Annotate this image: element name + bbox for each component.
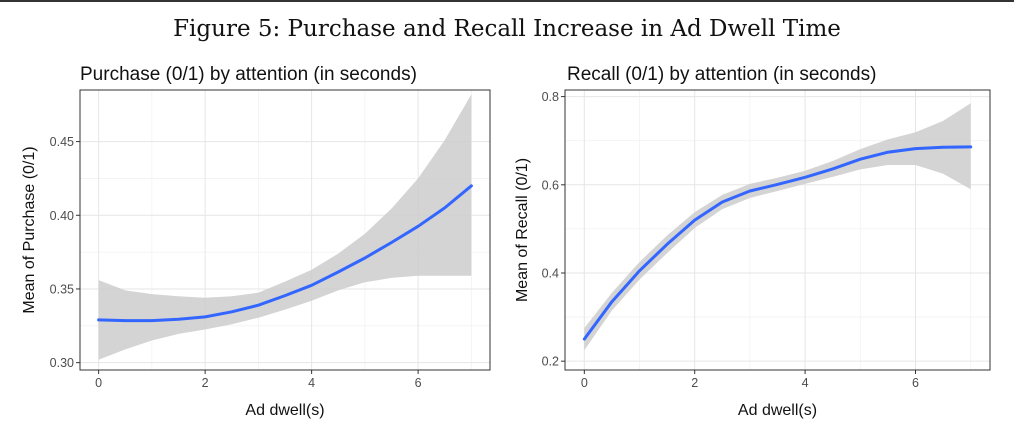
purchase-panel: 0 2 4 6 0.30 0.35 0.40 0.45 Purchase (0/1) by at…: [21, 64, 491, 419]
figure-title: Figure 5: Purchase and Recall Increase i…: [173, 16, 841, 42]
purchase-x-tick-label: 4: [308, 376, 315, 390]
recall-x-tick-label: 6: [912, 376, 919, 390]
purchase-panel-border: [79, 89, 491, 371]
recall-x-tick-label: 4: [802, 376, 809, 390]
purchase-y-axis-label: Mean of Purchase (0/1): [21, 146, 38, 313]
recall-y-tick-label: 0.4: [542, 266, 559, 280]
purchase-y-tick-label: 0.30: [50, 356, 74, 370]
purchase-x-axis-label: Ad dwell(s): [245, 402, 324, 419]
recall-smooth-line: [582, 145, 973, 341]
top-rule: [0, 0, 1014, 2]
purchase-panel-title: Purchase (0/1) by attention (in seconds): [80, 64, 417, 85]
purchase-y-tick-label: 0.35: [50, 282, 74, 296]
recall-x-axis-label: Ad dwell(s): [738, 402, 817, 419]
recall-panel-title: Recall (0/1) by attention (in seconds): [567, 64, 876, 85]
purchase-x-tick-label: 2: [202, 376, 209, 390]
recall-y-tick-label: 0.2: [542, 355, 559, 369]
recall-panel-border: [564, 89, 991, 371]
purchase-x-tick-label: 6: [415, 376, 422, 390]
recall-x-tick-label: 2: [691, 376, 698, 390]
purchase-y-tick-label: 0.40: [50, 209, 74, 223]
recall-y-tick-label: 0.6: [542, 178, 559, 192]
recall-y-tick-label: 0.8: [542, 90, 559, 104]
recall-x-tick-label: 0: [581, 376, 588, 390]
purchase-smooth-line: [97, 184, 473, 323]
recall-confidence-band: [584, 103, 971, 351]
recall-panel: 0 2 4 6 0.2 0.4 0.6 0.8 Recall (0/1) by attentio…: [514, 64, 991, 419]
purchase-x-tick-label: 0: [95, 376, 102, 390]
recall-y-axis-label: Mean of Recall (0/1): [514, 158, 531, 302]
purchase-confidence-band: [98, 94, 472, 360]
purchase-y-tick-label: 0.45: [50, 135, 74, 149]
